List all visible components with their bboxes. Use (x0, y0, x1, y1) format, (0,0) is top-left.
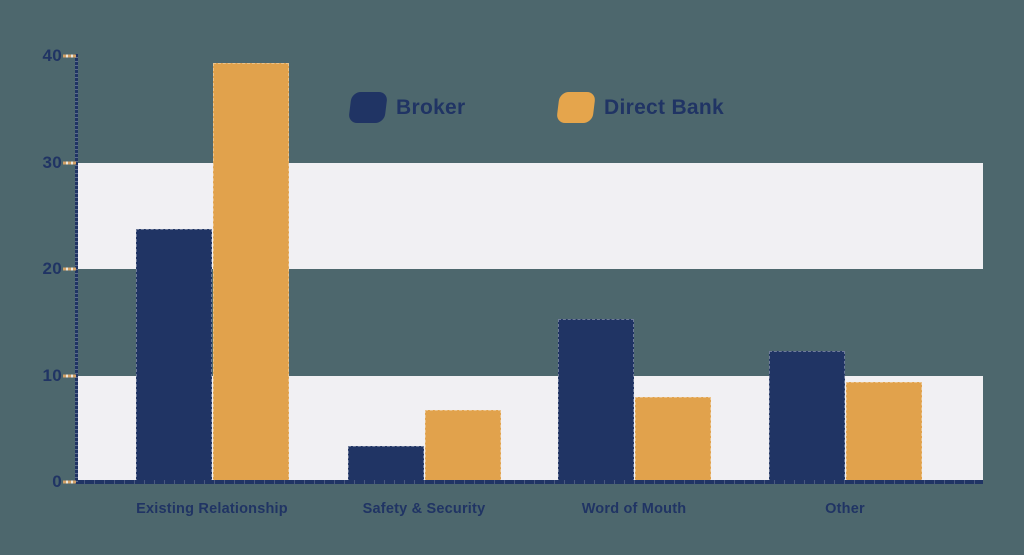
x-axis-category-label: Existing Relationship (136, 501, 288, 517)
legend-label-direct-bank: Direct Bank (604, 96, 725, 119)
x-axis-category-label: Safety & Security (362, 501, 486, 517)
legend-item-broker: Broker (348, 92, 466, 123)
y-axis-tick-label: 30 (42, 152, 62, 172)
bar-direct-bank-existing-relationship (213, 63, 289, 482)
y-axis-tick-label: 10 (42, 365, 62, 385)
x-axis-line (75, 480, 983, 484)
y-axis-tick-label: 20 (42, 259, 62, 278)
y-axis-line (75, 54, 78, 484)
x-axis-category-label: Word of Mouth (581, 501, 687, 517)
bar-direct-bank-other (846, 381, 922, 482)
y-axis-tick-mark (63, 480, 76, 484)
bar-broker-other (769, 351, 845, 482)
y-axis-tick-mark (63, 374, 76, 377)
legend-swatch-broker-icon (348, 92, 388, 123)
y-axis-tick-label: 40 (42, 46, 62, 65)
bar-broker-safety-security (348, 445, 424, 482)
bar-broker-existing-relationship (136, 228, 212, 482)
y-axis-tick-mark (63, 267, 76, 271)
bar-direct-bank-word-of-mouth (635, 396, 711, 482)
y-axis-tick-mark (63, 161, 76, 164)
y-axis-tick-label: 0 (52, 472, 62, 491)
x-axis-category-label: Other (825, 501, 865, 517)
legend-label-broker: Broker (396, 96, 466, 119)
bar-direct-bank-safety-security (425, 409, 501, 482)
bar-broker-word-of-mouth (558, 319, 634, 482)
y-axis-tick-mark (63, 54, 76, 58)
legend-item-direct-bank: Direct Bank (556, 92, 725, 123)
legend-swatch-direct-bank-icon (556, 92, 596, 123)
